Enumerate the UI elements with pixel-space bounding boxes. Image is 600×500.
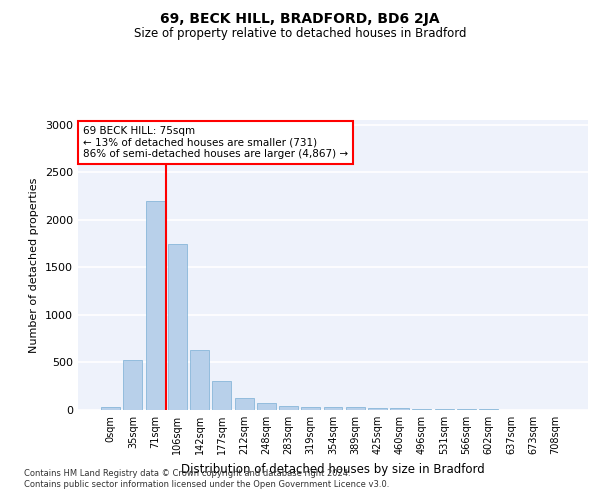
Bar <box>346 406 365 410</box>
Bar <box>212 382 231 410</box>
Bar <box>412 408 431 410</box>
Text: Contains HM Land Registry data © Crown copyright and database right 2024.: Contains HM Land Registry data © Crown c… <box>24 468 350 477</box>
Bar <box>101 407 120 410</box>
Bar <box>168 244 187 410</box>
Bar <box>479 409 498 410</box>
Bar <box>190 350 209 410</box>
Bar <box>146 201 164 410</box>
X-axis label: Distribution of detached houses by size in Bradford: Distribution of detached houses by size … <box>181 462 485 475</box>
Text: 69 BECK HILL: 75sqm
← 13% of detached houses are smaller (731)
86% of semi-detac: 69 BECK HILL: 75sqm ← 13% of detached ho… <box>83 126 348 159</box>
Text: 69, BECK HILL, BRADFORD, BD6 2JA: 69, BECK HILL, BRADFORD, BD6 2JA <box>160 12 440 26</box>
Bar <box>323 406 343 410</box>
Bar <box>301 406 320 410</box>
Bar <box>435 408 454 410</box>
Bar <box>257 404 276 410</box>
Bar <box>390 408 409 410</box>
Bar <box>124 360 142 410</box>
Bar <box>235 398 254 410</box>
Bar <box>368 408 387 410</box>
Text: Contains public sector information licensed under the Open Government Licence v3: Contains public sector information licen… <box>24 480 389 489</box>
Text: Size of property relative to detached houses in Bradford: Size of property relative to detached ho… <box>134 28 466 40</box>
Y-axis label: Number of detached properties: Number of detached properties <box>29 178 40 352</box>
Bar <box>457 409 476 410</box>
Bar <box>279 406 298 410</box>
